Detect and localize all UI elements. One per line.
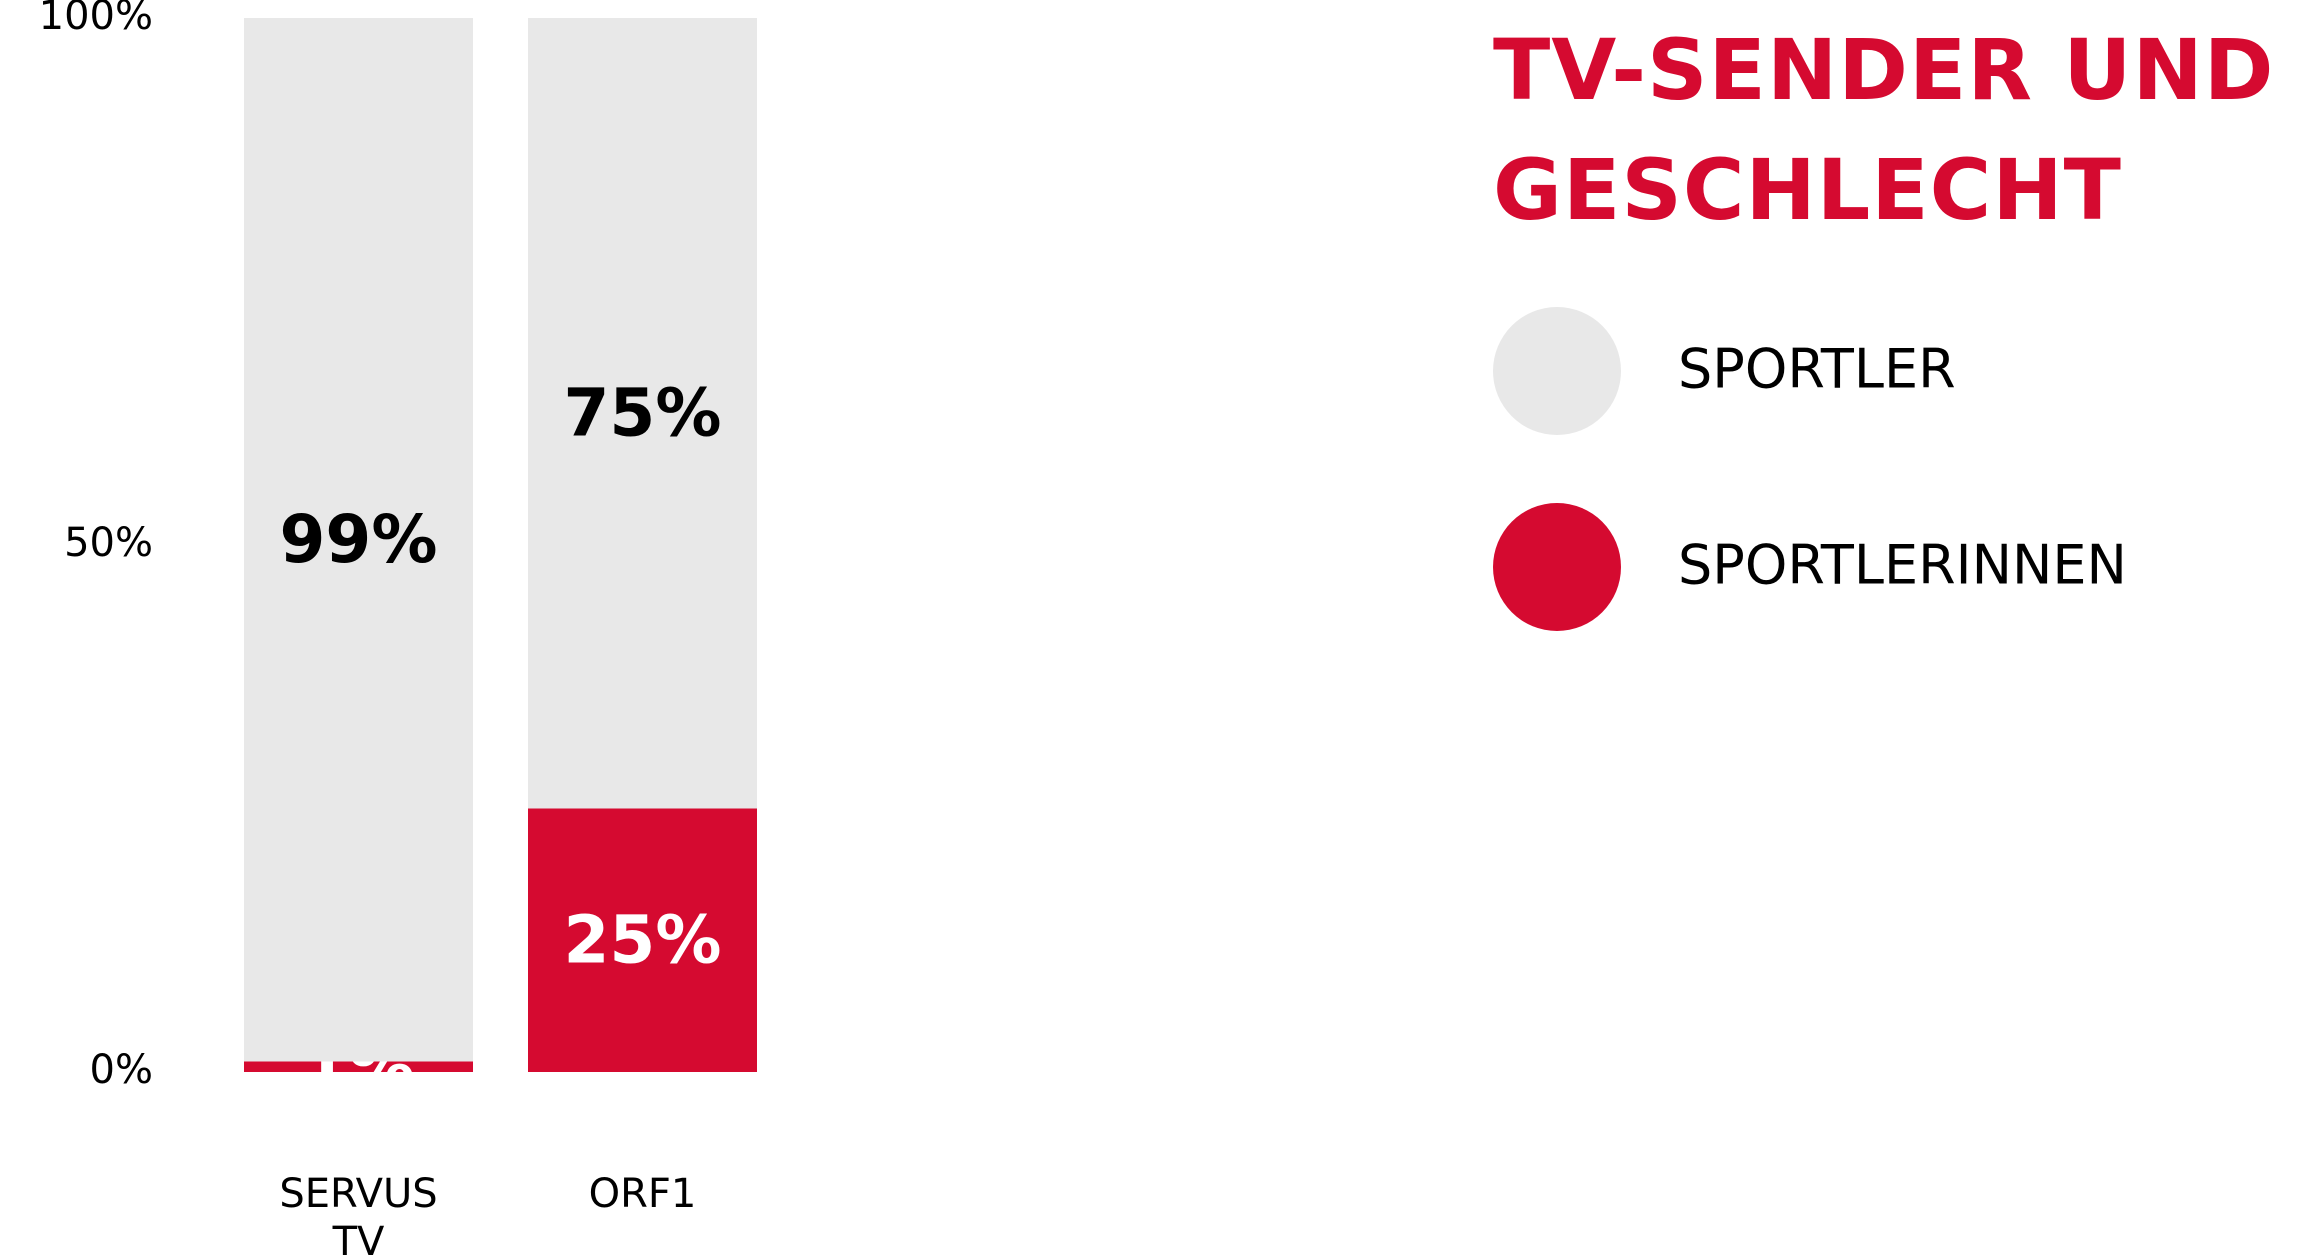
- legend-swatch: [1493, 307, 1621, 435]
- bar-segment: [244, 18, 473, 1062]
- x-tick-label: ORF1: [588, 1171, 697, 1217]
- data-label: 99%: [280, 501, 438, 578]
- legend-label: SPORTLERINNEN: [1678, 534, 2127, 597]
- bar-segment: [528, 808, 757, 1072]
- bar-segment: [244, 1061, 473, 1072]
- bar-segment: [528, 18, 757, 809]
- data-label: 25%: [564, 901, 722, 978]
- y-tick-label: 100%: [39, 0, 153, 39]
- y-tick-label: 50%: [64, 520, 153, 566]
- legend-swatch: [1493, 503, 1621, 631]
- y-tick-label: 0%: [90, 1047, 153, 1093]
- x-tick-label: SERVUS TV: [279, 1171, 438, 1260]
- legend-label: SPORTLER: [1678, 338, 1956, 401]
- data-label: 75%: [564, 374, 722, 451]
- chart-title: TV-SENDER UND GESCHLECHT: [1493, 21, 2275, 239]
